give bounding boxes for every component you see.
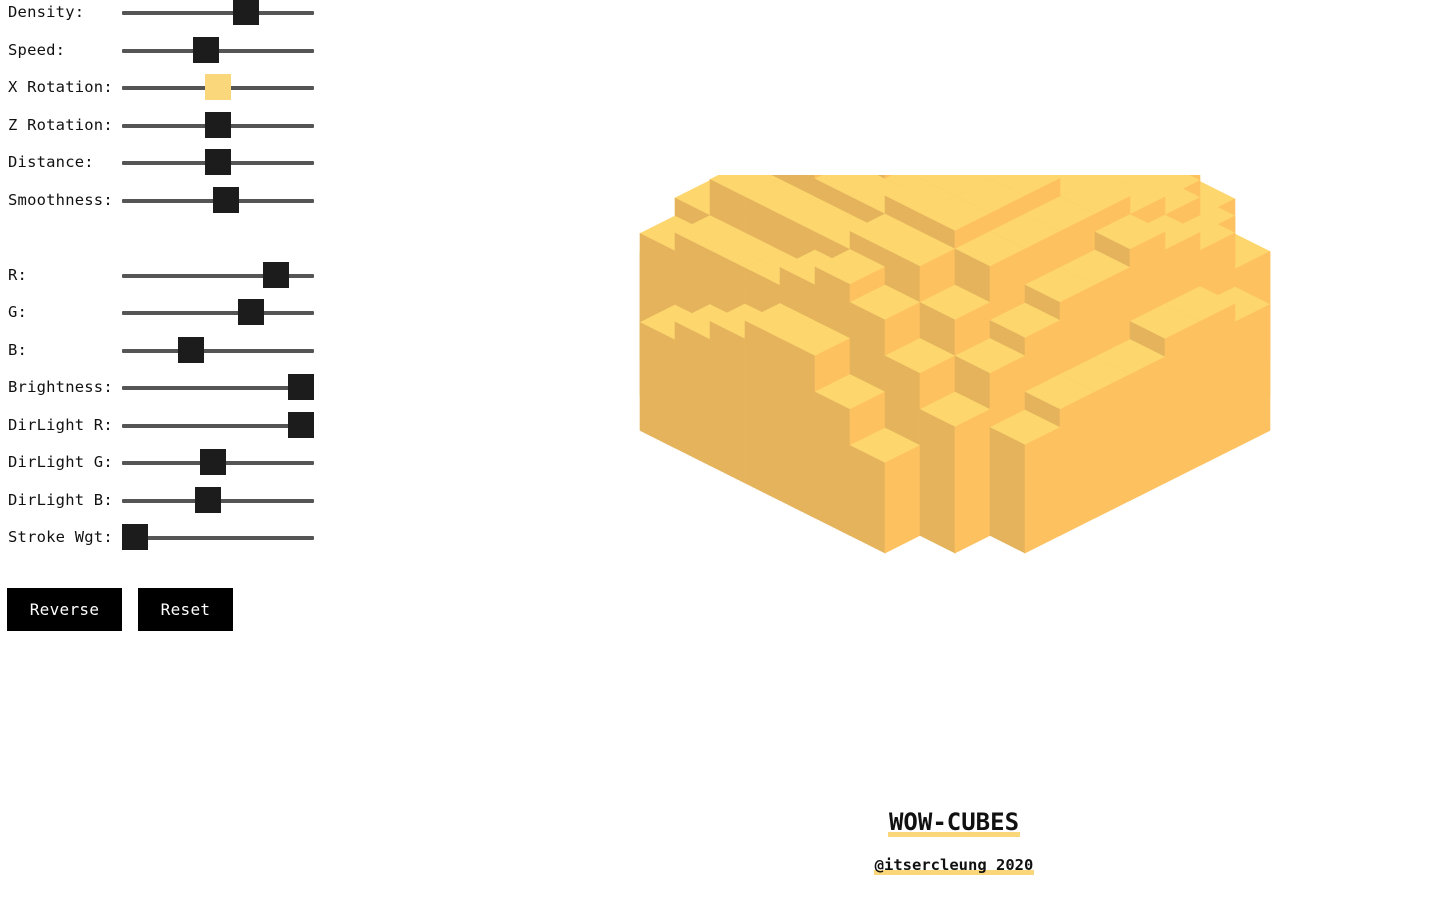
smoothness-thumb[interactable] bbox=[213, 187, 239, 213]
voxel-left-face bbox=[989, 427, 1026, 554]
voxel-left-face bbox=[744, 320, 781, 501]
voxel-right-face bbox=[1024, 427, 1061, 554]
g-slider[interactable]: G: bbox=[8, 299, 318, 330]
dirlight-g-slider[interactable]: DirLight G: bbox=[8, 449, 318, 480]
dirlight-b-track[interactable] bbox=[122, 487, 314, 513]
x-rotation-label: X Rotation: bbox=[8, 78, 113, 96]
voxel-right-face bbox=[954, 409, 991, 554]
dirlight-r-thumb[interactable] bbox=[288, 412, 314, 438]
distance-slider[interactable]: Distance: bbox=[8, 149, 318, 180]
voxel-left-face bbox=[919, 409, 956, 554]
b-thumb[interactable] bbox=[178, 337, 204, 363]
distance-label: Distance: bbox=[8, 153, 94, 171]
dirlight-g-thumb[interactable] bbox=[200, 449, 226, 475]
smoothness-track[interactable] bbox=[122, 187, 314, 213]
voxel-left-face bbox=[849, 445, 886, 554]
stroke-wgt-thumb[interactable] bbox=[122, 524, 148, 550]
speed-label: Speed: bbox=[8, 41, 66, 59]
density-slider[interactable]: Density: bbox=[8, 0, 318, 30]
density-track[interactable] bbox=[122, 0, 314, 25]
dirlight-r-label: DirLight R: bbox=[8, 416, 113, 434]
voxel-right-face bbox=[1129, 356, 1166, 501]
voxel-right-face bbox=[1059, 391, 1096, 536]
density-thumb[interactable] bbox=[233, 0, 259, 25]
z-rotation-track[interactable] bbox=[122, 112, 314, 138]
reset-button[interactable]: Reset bbox=[138, 588, 233, 631]
voxel-left-face bbox=[814, 391, 851, 536]
voxel-right-face bbox=[884, 445, 921, 554]
dirlight-b-slider[interactable]: DirLight B: bbox=[8, 487, 318, 518]
x-rotation-track[interactable] bbox=[122, 74, 314, 100]
dirlight-g-label: DirLight G: bbox=[8, 453, 113, 471]
b-track[interactable] bbox=[122, 337, 314, 363]
controls-panel: Density: Speed: X Rotation: Z Rotation: … bbox=[0, 0, 330, 640]
brightness-slider[interactable]: Brightness: bbox=[8, 374, 318, 405]
speed-thumb[interactable] bbox=[193, 37, 219, 63]
voxel-right-face bbox=[1094, 374, 1131, 519]
voxel-left-face bbox=[639, 322, 676, 449]
smoothness-slider[interactable]: Smoothness: bbox=[8, 187, 318, 218]
dirlight-r-slider[interactable]: DirLight R: bbox=[8, 412, 318, 443]
r-label: R: bbox=[8, 266, 28, 284]
smoothness-label: Smoothness: bbox=[8, 191, 113, 209]
stroke-wgt-track[interactable] bbox=[122, 524, 314, 550]
distance-track[interactable] bbox=[122, 149, 314, 175]
speed-track[interactable] bbox=[122, 37, 314, 63]
voxel-right-face bbox=[1234, 304, 1271, 449]
title-text: WOW-CUBES bbox=[887, 808, 1021, 837]
z-rotation-slider[interactable]: Z Rotation: bbox=[8, 112, 318, 143]
page-title: WOW-CUBES bbox=[0, 808, 1432, 837]
stroke-wgt-slider[interactable]: Stroke Wgt: bbox=[8, 524, 318, 555]
voxel-left-face bbox=[674, 321, 711, 466]
voxel-right-face bbox=[1199, 303, 1236, 466]
b-slider[interactable]: B: bbox=[8, 337, 318, 368]
density-label: Density: bbox=[8, 3, 85, 21]
voxel-cube-canvas[interactable] bbox=[560, 175, 1350, 720]
brightness-label: Brightness: bbox=[8, 378, 113, 396]
g-label: G: bbox=[8, 303, 28, 321]
x-rotation-thumb[interactable] bbox=[205, 74, 231, 100]
brightness-thumb[interactable] bbox=[288, 374, 314, 400]
g-track[interactable] bbox=[122, 299, 314, 325]
dirlight-r-track[interactable] bbox=[122, 412, 314, 438]
voxel-right-face bbox=[1164, 321, 1201, 484]
b-label: B: bbox=[8, 341, 28, 359]
z-rotation-label: Z Rotation: bbox=[8, 116, 113, 134]
brightness-track[interactable] bbox=[122, 374, 314, 400]
r-slider[interactable]: R: bbox=[8, 262, 318, 293]
reverse-button[interactable]: Reverse bbox=[7, 588, 122, 631]
z-rotation-thumb[interactable] bbox=[205, 112, 231, 138]
speed-slider[interactable]: Speed: bbox=[8, 37, 318, 68]
credit-text: @itsercleung 2020 bbox=[873, 856, 1035, 875]
dirlight-g-track[interactable] bbox=[122, 449, 314, 475]
stroke-wgt-label: Stroke Wgt: bbox=[8, 528, 113, 546]
voxel-left-face bbox=[779, 338, 816, 519]
r-thumb[interactable] bbox=[263, 262, 289, 288]
credit: @itsercleung 2020 bbox=[0, 856, 1432, 875]
g-thumb[interactable] bbox=[238, 299, 264, 325]
voxel-left-face bbox=[709, 321, 746, 484]
distance-thumb[interactable] bbox=[205, 149, 231, 175]
x-rotation-slider[interactable]: X Rotation: bbox=[8, 74, 318, 105]
dirlight-b-label: DirLight B: bbox=[8, 491, 113, 509]
dirlight-b-thumb[interactable] bbox=[195, 487, 221, 513]
r-track[interactable] bbox=[122, 262, 314, 288]
